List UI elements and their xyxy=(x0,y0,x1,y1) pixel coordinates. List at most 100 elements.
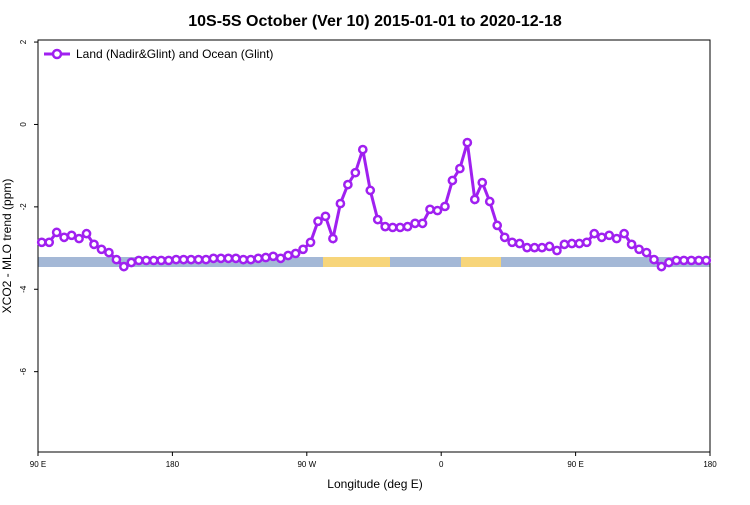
data-point xyxy=(328,233,338,244)
data-point xyxy=(357,144,368,155)
x-tick-label: 180 xyxy=(166,460,180,469)
data-point xyxy=(686,255,697,266)
data-point xyxy=(387,222,398,233)
data-point xyxy=(365,185,376,196)
data-point xyxy=(201,254,211,265)
data-point xyxy=(104,247,114,258)
data-point xyxy=(462,137,473,148)
data-point xyxy=(335,198,346,209)
data-point xyxy=(350,167,361,178)
chart-title: 10S-5S October (Ver 10) 2015-01-01 to 20… xyxy=(188,13,562,30)
legend-label: Land (Nadir&Glint) and Ocean (Glint) xyxy=(76,47,273,61)
data-point xyxy=(410,218,420,229)
data-point xyxy=(440,201,450,212)
data-point xyxy=(507,237,517,248)
data-point xyxy=(74,233,84,244)
data-point xyxy=(36,237,47,248)
y-axis-label: XCO2 - MLO trend (ppm) xyxy=(0,179,14,314)
data-point xyxy=(290,248,301,259)
data-point xyxy=(305,237,316,248)
data-point xyxy=(81,228,92,239)
land-ocean-band xyxy=(38,257,710,267)
data-point xyxy=(59,232,69,243)
data-point xyxy=(260,252,271,263)
y-tick-label: -6 xyxy=(19,368,28,376)
data-point xyxy=(611,233,622,244)
data-point xyxy=(171,254,181,265)
data-point xyxy=(589,228,600,239)
data-point xyxy=(253,253,264,264)
data-point xyxy=(514,238,525,249)
data-point xyxy=(522,242,532,253)
x-axis-label: Longitude (deg E) xyxy=(327,477,422,491)
data-point xyxy=(529,242,540,253)
y-tick-label: -4 xyxy=(19,285,28,293)
data-point xyxy=(372,214,383,225)
x-tick-label: 90 E xyxy=(567,460,583,469)
data-point xyxy=(604,230,615,241)
data-point xyxy=(477,177,488,188)
data-point xyxy=(193,254,204,265)
data-point xyxy=(223,253,234,264)
data-point xyxy=(178,254,189,265)
data-point xyxy=(544,241,555,252)
legend-marker xyxy=(51,48,63,60)
data-point xyxy=(216,253,226,264)
data-point xyxy=(634,244,644,255)
y-tick-label: -2 xyxy=(19,203,28,211)
data-point xyxy=(395,222,405,233)
data-point xyxy=(231,253,241,264)
data-point xyxy=(402,221,413,232)
data-point xyxy=(208,253,219,264)
data-point xyxy=(343,179,353,190)
data-point xyxy=(574,238,585,249)
data-point xyxy=(51,227,62,238)
data-point xyxy=(44,237,55,248)
data-point xyxy=(567,238,577,249)
data-point xyxy=(649,254,659,265)
data-point xyxy=(133,255,144,266)
data-point xyxy=(455,163,465,174)
data-point xyxy=(298,244,308,255)
x-tick-label: 0 xyxy=(439,460,444,469)
data-point xyxy=(671,255,682,266)
data-point xyxy=(238,254,249,265)
data-point xyxy=(432,205,443,216)
x-tick-label: 90 W xyxy=(297,460,316,469)
data-point xyxy=(664,257,674,268)
data-point xyxy=(126,257,137,268)
data-point xyxy=(245,254,256,265)
x-tick-label: 90 E xyxy=(30,460,46,469)
data-point xyxy=(163,255,174,266)
y-tick-label: 0 xyxy=(19,122,28,127)
data-point xyxy=(679,255,689,266)
data-point xyxy=(89,239,99,250)
data-point xyxy=(499,232,510,243)
data-point xyxy=(66,230,77,241)
data-point xyxy=(119,261,129,272)
data-point xyxy=(641,247,652,258)
data-point xyxy=(492,220,503,231)
data-point xyxy=(619,228,629,239)
data-point xyxy=(283,250,293,261)
data-point xyxy=(148,255,159,266)
data-point xyxy=(581,237,592,248)
data-point xyxy=(425,204,435,215)
data-point xyxy=(701,255,712,266)
data-point xyxy=(320,211,331,222)
data-point xyxy=(596,232,607,243)
plot-frame xyxy=(37,39,711,453)
data-point xyxy=(275,253,286,264)
data-point xyxy=(313,216,323,227)
data-point xyxy=(417,218,428,229)
y-tick-label: 2 xyxy=(19,39,28,44)
data-point xyxy=(484,196,495,207)
data-point xyxy=(693,255,704,266)
data-point xyxy=(156,255,167,266)
data-point xyxy=(552,245,562,256)
data-point xyxy=(656,261,667,272)
data-point xyxy=(380,221,391,232)
land-band xyxy=(461,257,501,267)
